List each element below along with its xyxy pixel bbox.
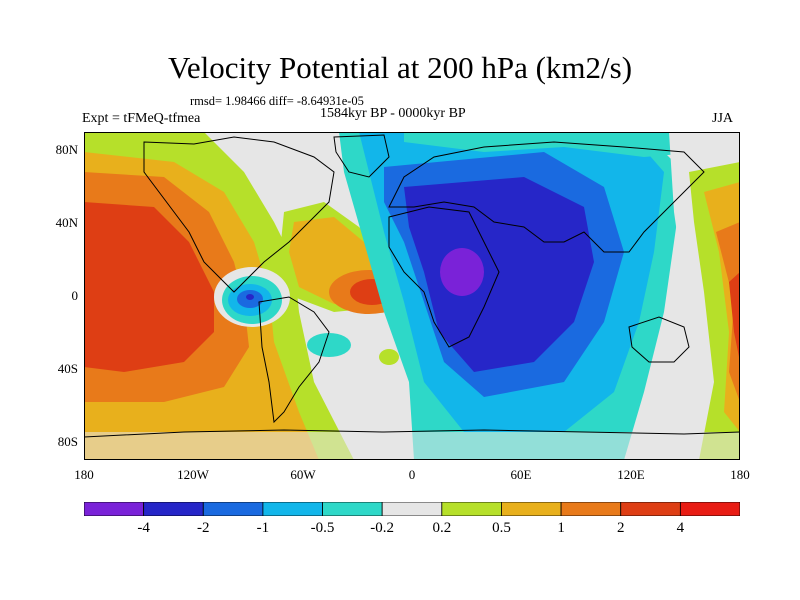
velocity-potential-map bbox=[84, 132, 740, 460]
colorbar-swatch bbox=[202, 502, 264, 516]
stats-text: rmsd= 1.98466 diff= -8.64931e-05 bbox=[190, 94, 364, 108]
lon-label-180w: 180 bbox=[74, 467, 94, 482]
colorbar-swatch bbox=[322, 502, 383, 516]
colorbar-label: 2 bbox=[616, 520, 625, 536]
lon-label-120e: 120E bbox=[617, 467, 645, 482]
colorbar-swatch bbox=[143, 502, 204, 516]
experiment-label: Expt = tFMeQ-tfmea bbox=[82, 111, 201, 126]
colorbar-label: -4 bbox=[137, 520, 150, 536]
coastlines bbox=[84, 134, 740, 438]
lat-label-40s: 40S bbox=[57, 361, 78, 376]
lon-label-120w: 120W bbox=[177, 467, 209, 482]
colorbar-label: 0.2 bbox=[432, 520, 452, 536]
colorbar-label: 4 bbox=[676, 520, 685, 536]
lon-label-60e: 60E bbox=[510, 467, 532, 482]
colorbar bbox=[84, 502, 740, 516]
colorbar-swatch bbox=[441, 502, 502, 516]
colorbar-swatch bbox=[501, 502, 562, 516]
season-label: JJA bbox=[712, 111, 734, 126]
colorbar-swatch bbox=[620, 502, 681, 516]
colorbar-swatch bbox=[262, 502, 323, 516]
lat-label-80n: 80N bbox=[55, 142, 78, 157]
colorbar-swatch bbox=[560, 502, 622, 516]
colorbar-swatch bbox=[84, 502, 145, 516]
lat-label-40n: 40N bbox=[55, 215, 78, 230]
colorbar-label: -2 bbox=[197, 520, 210, 536]
lat-label-80s: 80S bbox=[57, 434, 78, 449]
lon-label-180e: 180 bbox=[730, 467, 750, 482]
colorbar-swatch bbox=[679, 502, 740, 516]
colorbar-swatch bbox=[381, 502, 443, 516]
map-frame bbox=[84, 132, 740, 460]
map-title: Velocity Potential at 200 hPa (km2/s) bbox=[167, 50, 633, 85]
colorbar-label: 0.5 bbox=[492, 520, 511, 536]
colorbar-label: 1 bbox=[557, 520, 565, 536]
colorbar-label: -0.5 bbox=[310, 520, 335, 536]
lon-label-60w: 60W bbox=[290, 467, 316, 482]
period-text: 1584kyr BP - 0000kyr BP bbox=[320, 106, 466, 121]
lat-label-0: 0 bbox=[71, 288, 79, 303]
contour-fill bbox=[84, 132, 740, 460]
lon-label-0: 0 bbox=[408, 467, 416, 482]
colorbar-label: -1 bbox=[256, 520, 270, 536]
colorbar-label: -0.2 bbox=[370, 520, 395, 536]
